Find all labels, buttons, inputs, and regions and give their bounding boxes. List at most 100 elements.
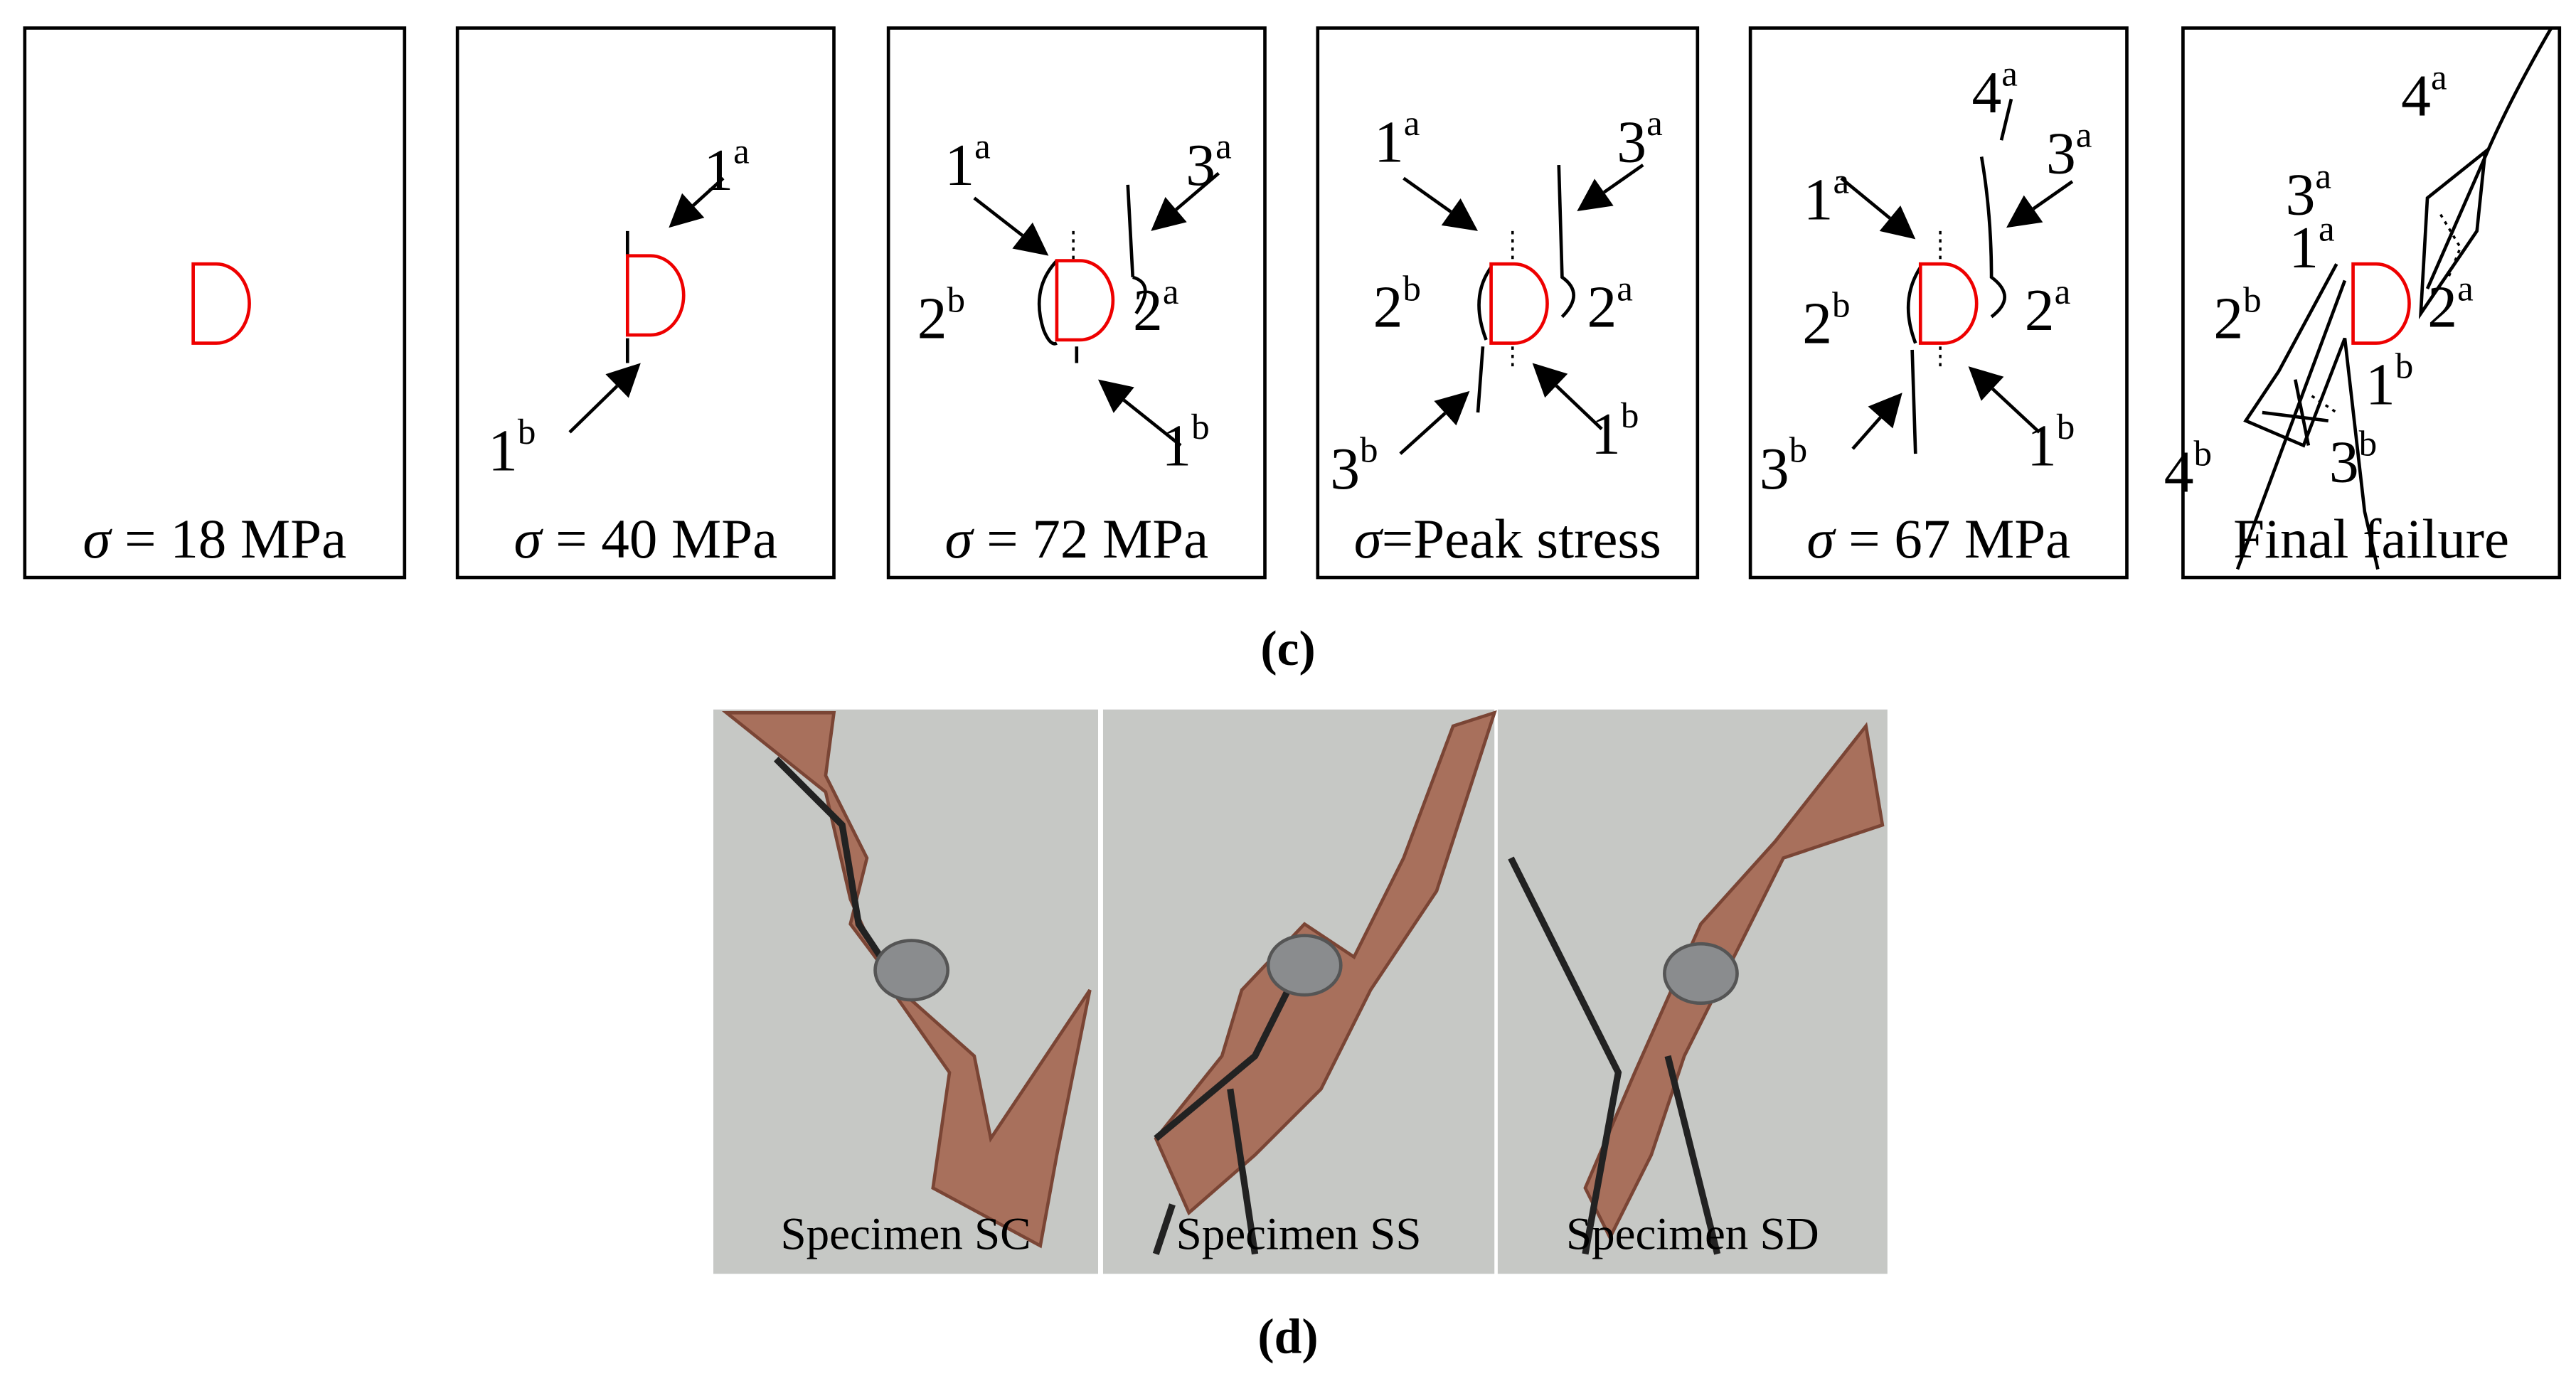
crack-label: 1a xyxy=(1374,103,1420,175)
crack-label: 1a xyxy=(703,132,749,203)
photo-hole xyxy=(1663,942,1739,1006)
stage-frame xyxy=(886,26,1267,580)
arrow-head xyxy=(1868,393,1902,429)
crack-superscript: a xyxy=(2315,156,2331,197)
crack-number: 3 xyxy=(1617,110,1646,175)
crack-label: 3b xyxy=(2329,423,2377,495)
crack-superscript: a xyxy=(974,127,991,167)
hole-outline xyxy=(1055,259,1115,342)
crack-label: 2b xyxy=(1373,268,1421,340)
arrow-shaft xyxy=(1851,416,1882,450)
crack-superscript: b xyxy=(2194,433,2213,474)
crack-number: 1 xyxy=(1591,402,1621,467)
crack-superscript: b xyxy=(2243,280,2262,321)
crack-superscript: a xyxy=(2457,268,2474,309)
crack-number: 1 xyxy=(944,133,974,198)
crack-lines xyxy=(625,27,2553,570)
crack-number: 2 xyxy=(2213,287,2243,352)
crack-label: 3a xyxy=(2046,115,2092,187)
stress-symbol: σ xyxy=(1354,508,1384,570)
stage-frame xyxy=(1316,26,1700,580)
arrow-head xyxy=(1577,178,1614,211)
crack-number: 3 xyxy=(1330,437,1360,502)
crack-number: 2 xyxy=(2427,274,2457,340)
arrow-shaft xyxy=(2032,180,2074,210)
crack-superscript: b xyxy=(1360,430,1378,471)
spalled-area xyxy=(1583,722,1885,1242)
crack-number: 1 xyxy=(488,418,518,484)
photo-hole xyxy=(873,939,950,1002)
arrow-head xyxy=(1532,363,1568,398)
crack-label: 3a xyxy=(1617,103,1662,175)
stage-label: σ=Peak stress xyxy=(1354,508,1661,570)
stage-label: Final failure xyxy=(2233,508,2509,570)
stage-frame xyxy=(455,26,836,580)
hole-outline xyxy=(1918,262,1979,345)
crack-superscript: b xyxy=(2395,346,2414,386)
crack-label: 1b xyxy=(2365,346,2413,417)
crack-superscript: a xyxy=(1646,103,1663,144)
crack-label: 3b xyxy=(1330,430,1378,502)
crack-label: 3b xyxy=(1760,430,1807,502)
stage-text: = 67 MPa xyxy=(1834,508,2070,570)
crack-superscript: b xyxy=(1191,407,1210,447)
crack-number: 1 xyxy=(1804,168,1833,233)
crack-number: 2 xyxy=(1133,278,1163,343)
crack-superscript: b xyxy=(1621,395,1639,436)
photo-label: Specimen SD xyxy=(1566,1208,1819,1259)
stage-frame xyxy=(23,26,407,580)
crack-label: 1a xyxy=(2289,209,2334,281)
arrow-shaft xyxy=(1122,398,1182,447)
stage-label: σ = 72 MPa xyxy=(944,508,1208,570)
crack-label: 2a xyxy=(2025,272,2070,343)
arrow-shaft xyxy=(1603,164,1644,194)
crack-superscript: b xyxy=(1832,285,1851,326)
arrow-shaft xyxy=(1175,171,1220,211)
stage-text: = 72 MPa xyxy=(972,508,1208,570)
arrow-shaft xyxy=(973,196,1024,237)
crack-superscript: b xyxy=(518,412,536,452)
crack-number: 2 xyxy=(917,287,947,352)
crack-superscript: a xyxy=(2001,54,2018,95)
crack-number: 4 xyxy=(2164,439,2194,505)
crack-superscript: a xyxy=(733,132,750,172)
crack-label: 1b xyxy=(488,412,536,484)
crack-number: 4 xyxy=(1971,60,2001,126)
arrow-head xyxy=(1879,206,1916,240)
crack-label: 2a xyxy=(1587,268,1633,340)
crack-superscript: a xyxy=(2076,115,2092,156)
arrow-head xyxy=(1151,197,1187,231)
photo-hole xyxy=(1266,934,1343,997)
stage-label: σ = 18 MPa xyxy=(83,508,346,570)
crack-number: 1 xyxy=(703,138,733,203)
panel-d: Specimen SC Specimen SS Specimen SD (d) xyxy=(713,709,1888,1365)
stage-text: =Peak stress xyxy=(1382,508,1661,570)
arrow-head xyxy=(1012,222,1049,256)
crack-number: 1 xyxy=(1374,110,1404,175)
crack-number: 3 xyxy=(1760,437,1789,502)
crack-number: 3 xyxy=(2329,430,2359,496)
stage-text: Final failure xyxy=(2233,508,2509,570)
arrow-shaft xyxy=(568,385,619,434)
crack-label: 4b xyxy=(2164,433,2212,505)
crack-superscript: a xyxy=(1215,127,1232,167)
stress-symbol: σ xyxy=(944,508,974,570)
arrow-shaft xyxy=(1991,388,2040,434)
crack-label: 1b xyxy=(1161,407,1209,479)
crack-number: 3 xyxy=(2046,122,2076,187)
crack-label: 3a xyxy=(1186,127,1231,198)
arrow-head xyxy=(1441,198,1479,231)
crack-superscript: a xyxy=(2319,209,2335,250)
crack-label: 4a xyxy=(1971,54,2017,126)
caption: (d) xyxy=(1257,1310,1318,1365)
stage-text: = 18 MPa xyxy=(110,508,346,570)
arrow-head xyxy=(1434,390,1470,426)
crack-number: 2 xyxy=(2025,278,2055,343)
crack-trace xyxy=(1508,856,1721,1255)
arrow-head xyxy=(1097,379,1134,413)
stage-frame xyxy=(2181,26,2562,580)
hole-outline xyxy=(191,262,251,345)
stress-symbol: σ xyxy=(1806,508,1836,570)
crack-superscript: b xyxy=(1789,430,1808,471)
crack-label: 3a xyxy=(2286,156,2331,228)
